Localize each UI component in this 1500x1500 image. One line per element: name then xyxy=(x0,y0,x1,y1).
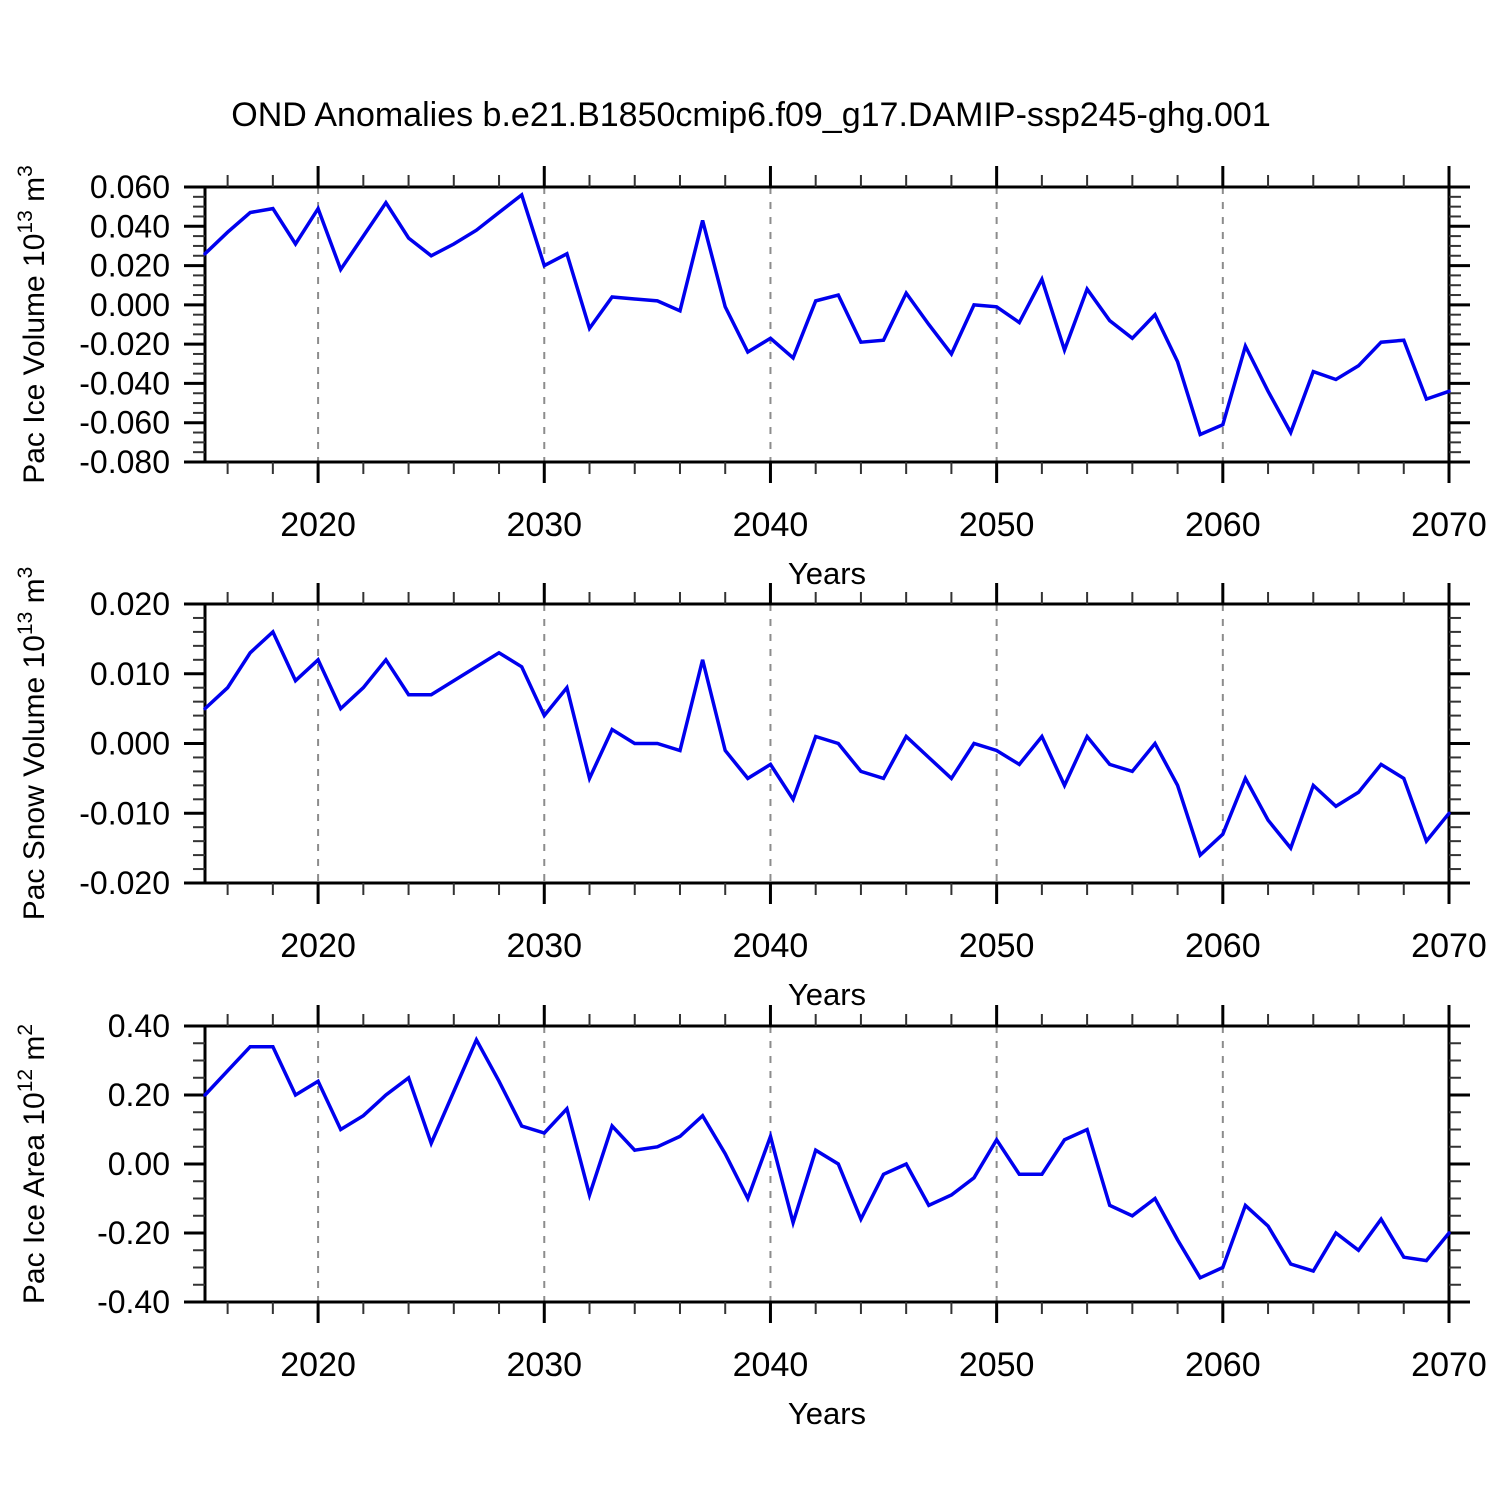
y-tick-label: 0.020 xyxy=(90,248,170,284)
x-axis-title: Years xyxy=(788,556,866,591)
plot-frame xyxy=(203,602,1451,885)
y-axis-title: Pac Ice Volume 1013 m3 xyxy=(14,165,51,484)
panel-pac-snow-volume: 2020 2030 2040 2050 2060 2070 0.020 0.010 0.000 -… xyxy=(14,567,1487,1012)
y-tick-label: 0.010 xyxy=(90,656,170,692)
y-tick-label: -0.010 xyxy=(79,795,170,831)
x-tick-label: 2030 xyxy=(506,927,582,965)
y-tick-label: 0.40 xyxy=(108,1008,170,1044)
x-tick-label: 2050 xyxy=(959,927,1035,965)
x-tick-label: 2060 xyxy=(1185,1346,1261,1384)
y-tick-label: -0.020 xyxy=(79,326,170,362)
x-tick-label: 2030 xyxy=(506,1346,582,1384)
y-tick-label: 0.040 xyxy=(90,208,170,244)
y-axis-title: Pac Ice Area 1012 m2 xyxy=(14,1024,51,1304)
series-line-pac-ice-volume xyxy=(203,191,1451,437)
y-tick-label: 0.000 xyxy=(90,726,170,762)
x-tick-label: 2070 xyxy=(1411,506,1487,544)
y-tick-label: -0.20 xyxy=(97,1215,170,1251)
figure-title: OND Anomalies b.e21.B1850cmip6.f09_g17.D… xyxy=(231,96,1271,134)
x-axis-title: Years xyxy=(788,977,866,1012)
x-tick-label: 2070 xyxy=(1411,1346,1487,1384)
x-tick-label: 2050 xyxy=(959,1346,1035,1384)
x-tick-label: 2070 xyxy=(1411,927,1487,965)
x-axis-title: Years xyxy=(788,1396,866,1431)
y-tick-label: 0.020 xyxy=(90,586,170,622)
x-tick-label: 2020 xyxy=(280,506,356,544)
y-tick-label: -0.020 xyxy=(79,865,170,901)
x-tick-label: 2050 xyxy=(959,506,1035,544)
plot-frame xyxy=(203,1024,1451,1304)
y-tick-label: -0.040 xyxy=(79,365,170,401)
x-tick-label: 2060 xyxy=(1185,506,1261,544)
x-tick-label: 2040 xyxy=(733,927,809,965)
y-tick-label: 0.000 xyxy=(90,287,170,323)
x-tick-label: 2020 xyxy=(280,1346,356,1384)
y-tick-label: -0.40 xyxy=(97,1284,170,1320)
panel-pac-ice-area: 2020 2030 2040 2050 2060 2070 0.40 0.20 0.00 -0.2… xyxy=(14,1005,1487,1431)
x-tick-label: 2040 xyxy=(733,1346,809,1384)
x-tick-label: 2060 xyxy=(1185,927,1261,965)
x-tick-label: 2040 xyxy=(733,506,809,544)
plot-frame xyxy=(203,185,1451,464)
y-tick-label: -0.060 xyxy=(79,405,170,441)
x-tick-label: 2020 xyxy=(280,927,356,965)
y-tick-label: -0.080 xyxy=(79,444,170,480)
y-tick-label: 0.060 xyxy=(90,169,170,205)
series-line-pac-ice-area xyxy=(203,1035,1451,1281)
y-tick-label: 0.20 xyxy=(108,1077,170,1113)
x-tick-label: 2030 xyxy=(506,506,582,544)
series-line-pac-snow-volume xyxy=(203,628,1451,859)
y-tick-label: 0.00 xyxy=(108,1146,170,1182)
y-axis-title: Pac Snow Volume 1013 m3 xyxy=(14,567,51,921)
